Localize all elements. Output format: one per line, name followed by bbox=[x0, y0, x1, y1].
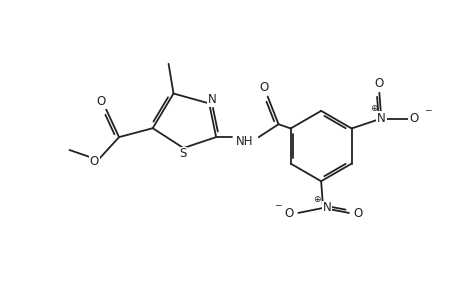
Text: O: O bbox=[258, 81, 268, 94]
Text: O: O bbox=[353, 207, 362, 220]
Text: S: S bbox=[179, 148, 186, 160]
Text: O: O bbox=[409, 112, 418, 125]
Text: NH: NH bbox=[235, 135, 253, 148]
Text: O: O bbox=[374, 77, 383, 90]
Text: −: − bbox=[273, 200, 281, 209]
Text: O: O bbox=[284, 207, 293, 220]
Text: ⊕: ⊕ bbox=[313, 194, 320, 203]
Text: N: N bbox=[322, 202, 331, 214]
Text: −: − bbox=[423, 105, 431, 114]
Text: ⊕: ⊕ bbox=[370, 104, 377, 113]
Text: O: O bbox=[90, 155, 99, 168]
Text: N: N bbox=[376, 112, 385, 125]
Text: O: O bbox=[96, 95, 106, 108]
Text: N: N bbox=[207, 93, 216, 106]
